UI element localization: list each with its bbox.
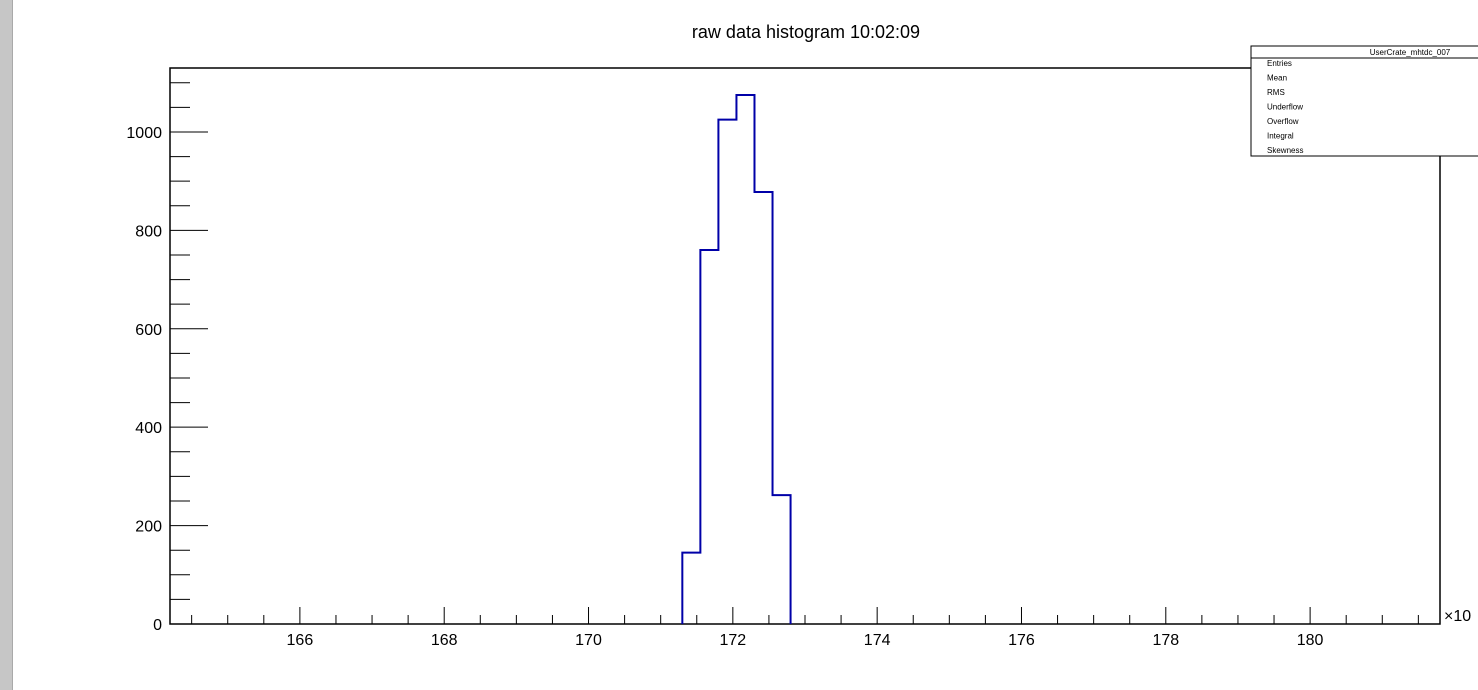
stats-row-label: Underflow bbox=[1267, 103, 1303, 112]
stats-box: UserCrate_mhtdc_007 Entries Mean RMS Underf… bbox=[1250, 45, 1478, 157]
stats-row-label: Overflow bbox=[1267, 117, 1299, 126]
chart-title: raw data histogram 10:02:09 bbox=[692, 22, 920, 42]
stats-box-title: UserCrate_mhtdc_007 bbox=[1370, 48, 1451, 57]
y-axis-ticks: 0 200 400 600 800 1000 bbox=[126, 82, 208, 634]
histogram-bin bbox=[700, 250, 718, 624]
histogram-bin bbox=[754, 192, 772, 624]
y-tick-label: 200 bbox=[135, 519, 162, 536]
canvas-left-border bbox=[0, 0, 13, 690]
x-tick-label: 170 bbox=[575, 632, 602, 649]
histogram-bin bbox=[718, 120, 736, 624]
y-tick-label: 0 bbox=[153, 617, 162, 634]
stats-row-label: Entries bbox=[1267, 59, 1292, 68]
x-axis-multiplier: ×10 bbox=[1444, 608, 1471, 625]
stats-row-label: Mean bbox=[1267, 74, 1287, 83]
histogram-bin bbox=[682, 553, 700, 624]
stats-box-frame bbox=[1250, 45, 1478, 157]
stats-box-rows: Entries Mean RMS Underflow Overflow Integral S… bbox=[1267, 59, 1303, 155]
x-tick-label: 180 bbox=[1297, 632, 1324, 649]
x-tick-label: 166 bbox=[287, 632, 314, 649]
x-tick-label: 176 bbox=[1008, 632, 1035, 649]
y-tick-label: 800 bbox=[135, 223, 162, 240]
stats-row-label: RMS bbox=[1267, 88, 1285, 97]
x-axis-ticks: 166 168 170 172 174 176 178 180 bbox=[191, 607, 1419, 649]
histogram-bin bbox=[773, 495, 791, 624]
x-tick-label: 168 bbox=[431, 632, 458, 649]
stats-row-label: Skewness bbox=[1267, 146, 1303, 155]
histogram-bins bbox=[681, 94, 792, 624]
x-tick-label: 178 bbox=[1152, 632, 1179, 649]
y-tick-label: 400 bbox=[135, 420, 162, 437]
plot-frame bbox=[169, 67, 1441, 625]
x-tick-label: 172 bbox=[719, 632, 746, 649]
histogram-outline bbox=[681, 94, 792, 624]
stats-row-label: Integral bbox=[1267, 132, 1294, 141]
x-tick-label: 174 bbox=[864, 632, 891, 649]
y-tick-label: 600 bbox=[135, 322, 162, 339]
histogram-bin bbox=[736, 95, 754, 624]
y-tick-label: 1000 bbox=[126, 125, 162, 142]
